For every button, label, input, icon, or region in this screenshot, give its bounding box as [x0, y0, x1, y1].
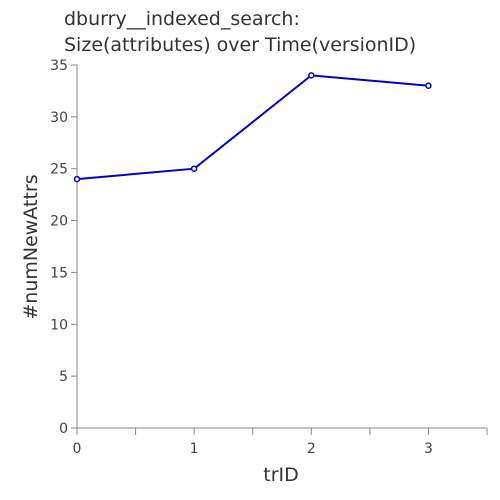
data-point[interactable]	[190, 165, 198, 172]
y-tick-label: 20	[50, 214, 68, 230]
y-axis: 0 5 10 15 20 25 30 35	[50, 58, 78, 437]
x-tick-label: 3	[424, 441, 433, 457]
chart-title: dburry__indexed_search: Size(attributes)…	[64, 8, 416, 56]
data-point[interactable]	[425, 82, 432, 89]
y-tick-label: 15	[50, 265, 68, 281]
y-tick-label: 25	[50, 162, 68, 178]
y-tick-label: 35	[50, 58, 68, 74]
y-tick-label: 5	[59, 369, 68, 385]
series-line	[76, 74, 429, 181]
y-tick-label: 10	[50, 317, 68, 333]
x-tick-label: 1	[190, 441, 199, 457]
chart-title-line-1: dburry__indexed_search:	[64, 8, 300, 30]
data-point[interactable]	[308, 72, 315, 79]
x-tick-label: 0	[73, 441, 82, 457]
data-point[interactable]	[73, 175, 81, 183]
y-axis-label: #numNewAttrs	[20, 174, 42, 319]
x-tick-label: 2	[307, 441, 316, 457]
x-axis-label: trID	[263, 464, 299, 486]
y-tick-label: 30	[50, 110, 68, 126]
chart-title-line-2: Size(attributes) over Time(versionID)	[64, 34, 416, 56]
series-group	[73, 72, 432, 183]
x-axis: 0 1 2 3	[73, 427, 488, 457]
y-tick-label: 0	[59, 421, 68, 437]
